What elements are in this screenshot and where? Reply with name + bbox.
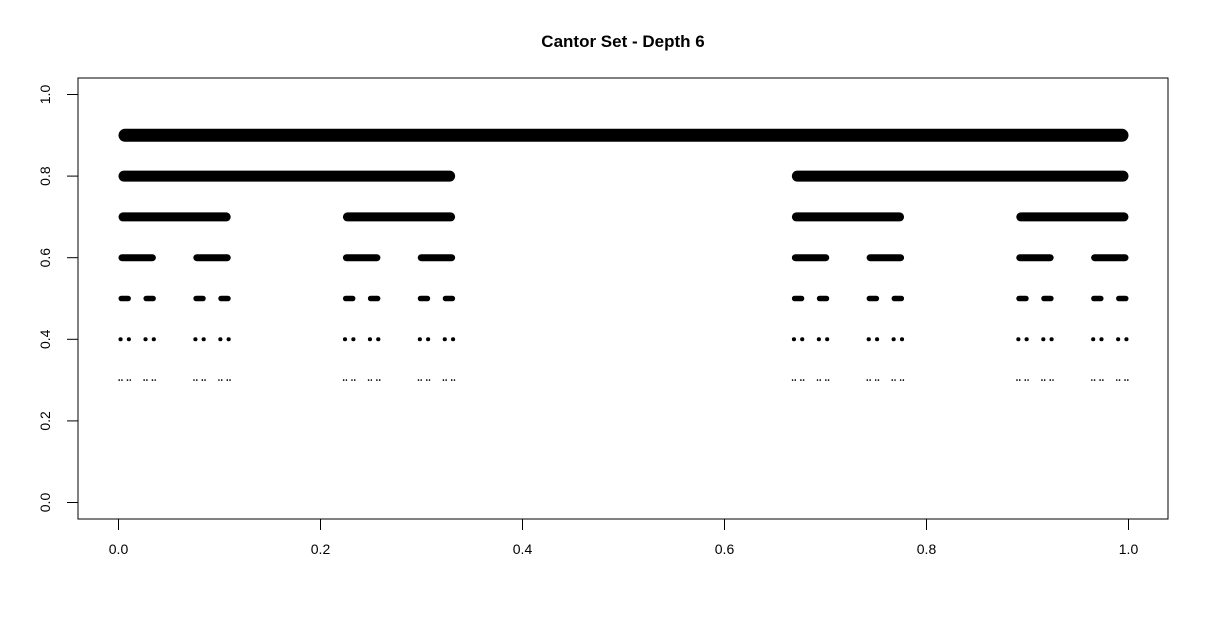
- cantor-levels: [118, 128, 1129, 381]
- x-tick-label: 0.6: [715, 541, 735, 557]
- y-tick-label: 1.0: [37, 85, 53, 105]
- y-tick-label: 0.6: [37, 248, 53, 268]
- x-tick-label: 0.2: [311, 541, 331, 557]
- y-tick-label: 0.2: [37, 411, 53, 431]
- x-tick-label: 0.4: [513, 541, 533, 557]
- x-axis: 0.0 0.2 0.4 0.6 0.8 1.0: [109, 518, 1139, 557]
- x-tick-label: 1.0: [1119, 541, 1139, 557]
- y-tick-label: 0.8: [37, 166, 53, 186]
- y-axis: 0.0 0.2 0.4 0.6 0.8 1.0: [37, 85, 79, 513]
- y-tick-label: 0.4: [37, 329, 53, 349]
- x-tick-label: 0.0: [109, 541, 129, 557]
- plot-frame: [77, 77, 1169, 520]
- y-tick-label: 0.0: [37, 493, 53, 513]
- x-tick-label: 0.8: [917, 541, 937, 557]
- chart-title: Cantor Set - Depth 6: [541, 32, 704, 51]
